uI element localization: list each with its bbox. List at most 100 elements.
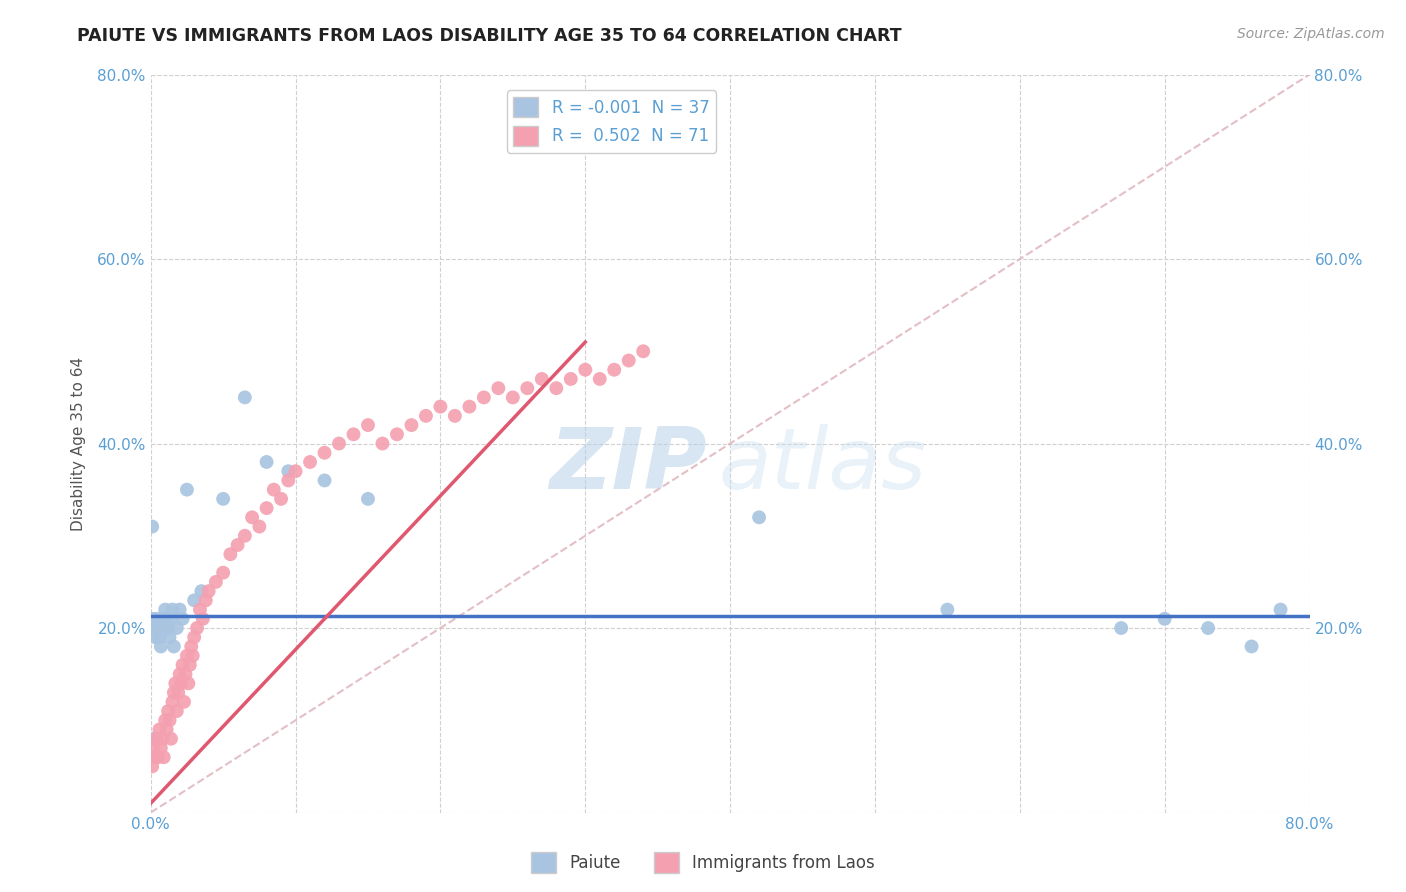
Text: Source: ZipAtlas.com: Source: ZipAtlas.com bbox=[1237, 27, 1385, 41]
Point bbox=[560, 372, 582, 386]
Point bbox=[219, 547, 242, 561]
Point bbox=[152, 621, 174, 635]
Point bbox=[328, 436, 350, 450]
Point bbox=[183, 593, 205, 607]
Point bbox=[150, 612, 173, 626]
Point bbox=[153, 713, 176, 727]
Legend: R = -0.001  N = 37, R =  0.502  N = 71: R = -0.001 N = 37, R = 0.502 N = 71 bbox=[506, 90, 716, 153]
Point bbox=[342, 427, 364, 442]
Point bbox=[240, 510, 263, 524]
Point bbox=[502, 391, 524, 405]
Point bbox=[169, 602, 191, 616]
Point bbox=[152, 750, 174, 764]
Point bbox=[159, 630, 181, 644]
Point bbox=[141, 759, 163, 773]
Point bbox=[166, 704, 188, 718]
Point bbox=[174, 667, 197, 681]
Point bbox=[143, 750, 166, 764]
Point bbox=[146, 750, 169, 764]
Point bbox=[153, 602, 176, 616]
Point bbox=[188, 602, 211, 616]
Point bbox=[263, 483, 285, 497]
Point bbox=[162, 602, 184, 616]
Point bbox=[142, 731, 165, 746]
Point bbox=[157, 621, 180, 635]
Point bbox=[486, 381, 509, 395]
Point bbox=[226, 538, 249, 552]
Point bbox=[1240, 640, 1263, 654]
Point bbox=[176, 483, 198, 497]
Point bbox=[159, 713, 181, 727]
Point bbox=[181, 648, 204, 663]
Point bbox=[1153, 612, 1175, 626]
Point bbox=[429, 400, 451, 414]
Point bbox=[458, 400, 481, 414]
Point bbox=[160, 612, 183, 626]
Point bbox=[472, 391, 495, 405]
Point bbox=[1197, 621, 1219, 635]
Point bbox=[156, 723, 179, 737]
Point bbox=[385, 427, 408, 442]
Point bbox=[212, 566, 235, 580]
Point bbox=[143, 630, 166, 644]
Point bbox=[149, 640, 172, 654]
Text: atlas: atlas bbox=[718, 425, 927, 508]
Point bbox=[277, 474, 299, 488]
Point bbox=[163, 685, 186, 699]
Point bbox=[148, 723, 170, 737]
Point bbox=[357, 491, 380, 506]
Point bbox=[314, 474, 336, 488]
Point bbox=[170, 676, 193, 690]
Point bbox=[299, 455, 322, 469]
Point bbox=[936, 602, 959, 616]
Point bbox=[148, 630, 170, 644]
Point bbox=[172, 612, 194, 626]
Point bbox=[415, 409, 437, 423]
Point bbox=[748, 510, 770, 524]
Point bbox=[142, 741, 165, 756]
Point bbox=[173, 695, 195, 709]
Point bbox=[150, 731, 173, 746]
Point bbox=[270, 491, 292, 506]
Point bbox=[247, 519, 270, 533]
Point bbox=[167, 685, 190, 699]
Point bbox=[233, 391, 256, 405]
Point bbox=[183, 630, 205, 644]
Point bbox=[162, 695, 184, 709]
Point bbox=[190, 584, 212, 599]
Point bbox=[603, 362, 626, 376]
Point bbox=[530, 372, 553, 386]
Point bbox=[160, 731, 183, 746]
Point bbox=[444, 409, 467, 423]
Point bbox=[141, 612, 163, 626]
Point bbox=[146, 621, 169, 635]
Y-axis label: Disability Age 35 to 64: Disability Age 35 to 64 bbox=[72, 357, 86, 531]
Point bbox=[177, 676, 200, 690]
Point bbox=[163, 640, 186, 654]
Point bbox=[631, 344, 654, 359]
Point bbox=[149, 741, 172, 756]
Point bbox=[574, 362, 596, 376]
Point bbox=[1270, 602, 1292, 616]
Point bbox=[165, 676, 187, 690]
Point bbox=[197, 584, 219, 599]
Point bbox=[256, 501, 278, 516]
Point bbox=[617, 353, 640, 368]
Text: ZIP: ZIP bbox=[550, 425, 707, 508]
Point bbox=[176, 648, 198, 663]
Point bbox=[284, 464, 307, 478]
Point bbox=[277, 464, 299, 478]
Point bbox=[256, 455, 278, 469]
Point bbox=[1109, 621, 1132, 635]
Point bbox=[589, 372, 612, 386]
Point bbox=[141, 519, 163, 533]
Point bbox=[314, 446, 336, 460]
Point bbox=[191, 612, 214, 626]
Point bbox=[186, 621, 208, 635]
Point bbox=[172, 657, 194, 672]
Point bbox=[142, 621, 165, 635]
Point bbox=[145, 612, 167, 626]
Point bbox=[145, 731, 167, 746]
Text: PAIUTE VS IMMIGRANTS FROM LAOS DISABILITY AGE 35 TO 64 CORRELATION CHART: PAIUTE VS IMMIGRANTS FROM LAOS DISABILIT… bbox=[77, 27, 903, 45]
Point bbox=[179, 657, 201, 672]
